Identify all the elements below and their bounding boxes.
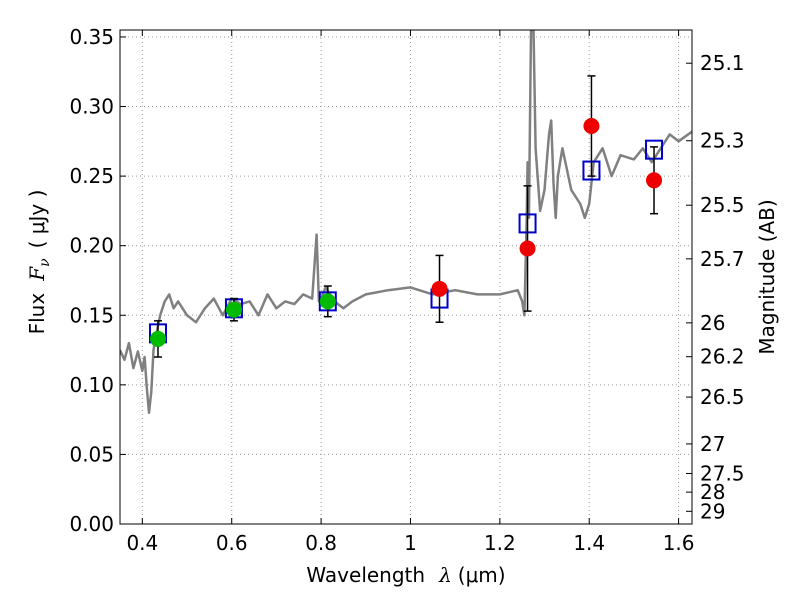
grid [120,30,692,524]
x-tick-label: 0.4 [126,531,158,555]
x-axis-title-unit: (μm) [458,563,506,587]
nir-data-point [646,172,663,189]
y2-tick-label: 26 [700,311,725,335]
y2-tick-label: 25.3 [700,129,745,153]
optical-data-point [225,301,242,318]
ticks [120,30,692,525]
x-axis-title: Wavelength λ (μm) [306,563,505,587]
nir-data-point [431,280,448,297]
nir-data-point [583,118,600,135]
tick-labels: 0.4 0.6 0.8 1 1.2 1.4 1.6 0.00 0.05 0.10 0.15 0.20 0… [69,25,744,555]
plot-frame [119,29,693,525]
y-tick-label: 0.30 [69,95,114,119]
y-tick-label: 0.15 [69,303,114,327]
x-axis-title-symbol: λ [438,563,452,587]
optical-data-point [149,330,166,347]
y-tick-label: 0.05 [69,442,114,466]
y-tick-label: 0.10 [69,373,114,397]
x-tick-label: 1.4 [573,531,605,555]
y2-tick-label: 29 [700,499,725,523]
y2-tick-label: 26.5 [700,385,745,409]
y2-tick-label: 25.5 [700,193,745,217]
nir-data-point [519,240,536,257]
y-axis-title-subscript: ν [37,258,53,267]
x-tick-label: 1 [404,531,417,555]
y-tick-label: 0.35 [69,25,114,49]
x-axis-title-text: Wavelength [306,563,425,587]
y2-tick-label: 27.5 [700,461,745,485]
x-tick-label: 1.6 [663,531,695,555]
x-tick-label: 0.8 [305,531,337,555]
y-axis-title: Flux Fν ( μJy ) [25,190,53,335]
y-tick-label: 0.25 [69,164,114,188]
y2-tick-label: 27 [700,432,725,456]
y2-tick-label: 26.2 [700,345,745,369]
y2-tick-label: 25.7 [700,247,745,271]
y-tick-label: 0.00 [69,512,114,536]
optical-data-point [319,293,336,310]
y2-tick-label: 25.1 [700,51,745,75]
x-tick-label: 1.2 [484,531,516,555]
y-axis-title-unit: ( μJy ) [25,190,49,249]
y-axis-title-symbol: F [25,266,49,282]
y-axis-title-text: Flux [25,293,49,335]
y-tick-label: 0.20 [69,234,114,258]
plot-data [120,30,692,414]
x-tick-label: 0.6 [216,531,248,555]
spectrum-line [120,30,692,414]
right-axis-title: Magnitude (AB) [755,199,779,354]
y2-tick-label: 28 [700,480,725,504]
